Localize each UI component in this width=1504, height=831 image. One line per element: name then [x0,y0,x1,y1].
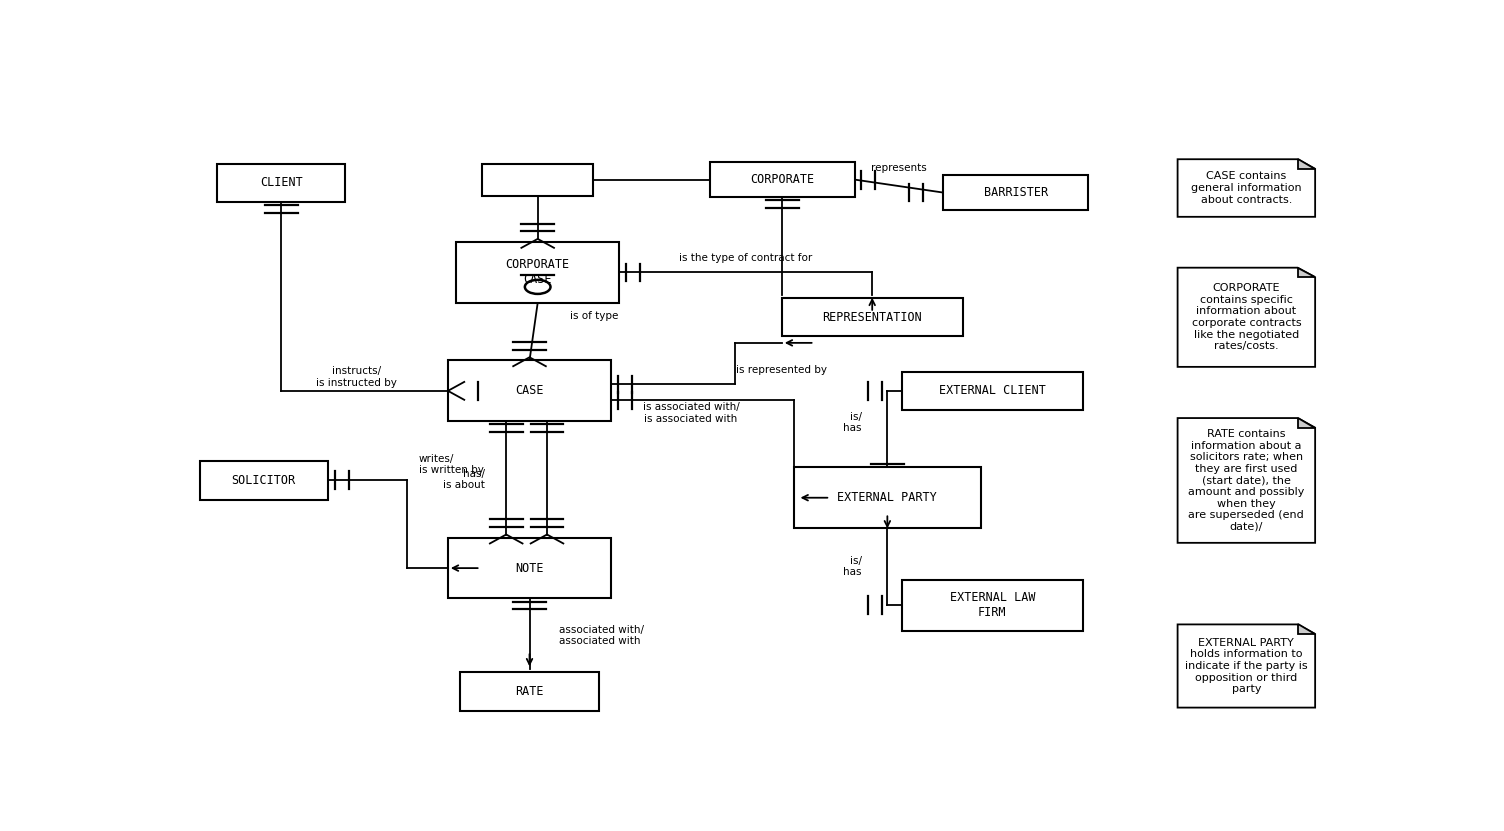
Text: writes/
is written by: writes/ is written by [418,454,484,475]
Text: BARRISTER: BARRISTER [984,186,1048,199]
Polygon shape [1178,624,1314,708]
FancyBboxPatch shape [456,242,620,302]
FancyBboxPatch shape [200,461,328,499]
Text: has/
is about: has/ is about [444,469,486,490]
Text: CORPORATE
CASE: CORPORATE CASE [505,258,570,287]
Text: REPRESENTATION: REPRESENTATION [823,311,922,324]
Text: NOTE: NOTE [516,562,544,574]
Polygon shape [1178,160,1314,217]
FancyBboxPatch shape [448,361,611,421]
FancyBboxPatch shape [448,538,611,598]
Text: RATE contains
information about a
solicitors rate; when
they are first used
(sta: RATE contains information about a solici… [1188,429,1304,532]
Text: EXTERNAL PARTY: EXTERNAL PARTY [838,491,937,504]
Text: instructs/
is instructed by: instructs/ is instructed by [316,366,397,387]
Polygon shape [1298,160,1314,169]
FancyBboxPatch shape [710,162,856,197]
Polygon shape [1298,418,1314,428]
FancyBboxPatch shape [217,164,346,202]
FancyBboxPatch shape [794,467,981,529]
Text: is/
has: is/ has [844,556,862,578]
Text: EXTERNAL PARTY
holds information to
indicate if the party is
opposition or third: EXTERNAL PARTY holds information to indi… [1185,638,1307,694]
Text: is the type of contract for: is the type of contract for [680,253,812,263]
Text: is of type: is of type [570,311,618,321]
Text: is associated with/
is associated with: is associated with/ is associated with [642,402,740,424]
Text: CASE contains
general information
about contracts.: CASE contains general information about … [1191,171,1301,204]
Text: represents: represents [871,163,926,173]
Polygon shape [1298,268,1314,278]
Polygon shape [1178,418,1314,543]
Text: associated with/
associated with: associated with/ associated with [558,625,644,647]
FancyBboxPatch shape [902,580,1083,631]
Text: CASE: CASE [516,385,544,397]
Text: CLIENT: CLIENT [260,176,302,189]
Text: RATE: RATE [516,685,544,698]
FancyBboxPatch shape [782,298,963,337]
Text: EXTERNAL LAW
FIRM: EXTERNAL LAW FIRM [949,591,1035,619]
FancyBboxPatch shape [943,175,1089,210]
Text: EXTERNAL CLIENT: EXTERNAL CLIENT [938,385,1045,397]
Polygon shape [1298,624,1314,634]
Text: is represented by: is represented by [737,366,827,376]
Text: SOLICITOR: SOLICITOR [232,474,296,487]
Text: is/
has: is/ has [844,412,862,434]
FancyBboxPatch shape [483,164,593,196]
FancyBboxPatch shape [460,672,600,711]
Text: CORPORATE
contains specific
information about
corporate contracts
like the negot: CORPORATE contains specific information … [1191,283,1301,352]
FancyBboxPatch shape [902,371,1083,410]
Text: CORPORATE: CORPORATE [750,173,815,186]
Polygon shape [1178,268,1314,366]
